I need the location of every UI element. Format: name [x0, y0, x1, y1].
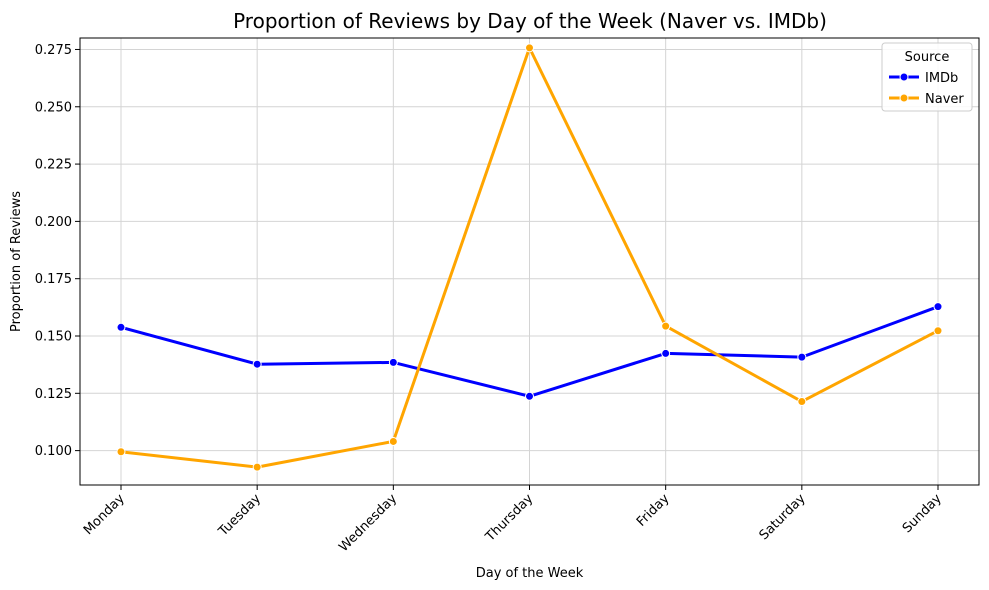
data-point-naver [388, 436, 398, 446]
legend: Source IMDb Naver [881, 42, 973, 112]
data-point-naver [797, 397, 807, 407]
y-axis-title: Proportion of Reviews [9, 191, 24, 332]
x-tick-label: Wednesday [336, 491, 400, 555]
x-tick-label: Monday [81, 491, 128, 538]
legend-title: Source [905, 50, 950, 65]
x-tick-label: Friday [634, 491, 673, 530]
data-point-imdb [388, 357, 398, 367]
y-tick-label: 0.125 [35, 387, 72, 402]
x-axis: Monday Tuesday Wednesday Thursday Friday Satu… [81, 485, 945, 555]
data-point-naver [116, 447, 126, 457]
data-point-imdb [661, 348, 671, 358]
x-tick-label: Tuesday [215, 491, 264, 540]
y-tick-label: 0.175 [35, 272, 72, 287]
y-tick-label: 0.250 [35, 100, 72, 115]
legend-marker-imdb [899, 72, 909, 82]
y-tick-label: 0.225 [35, 158, 72, 173]
x-tick-label: Saturday [757, 491, 809, 543]
chart-title: Proportion of Reviews by Day of the Week… [233, 9, 827, 33]
legend-label-naver: Naver [925, 92, 964, 107]
y-tick-label: 0.100 [35, 444, 72, 459]
data-point-imdb [252, 359, 262, 369]
data-point-imdb [525, 391, 534, 401]
y-tick-label: 0.275 [35, 43, 72, 58]
data-point-naver [661, 321, 671, 331]
grid [80, 38, 979, 485]
data-point-imdb [933, 302, 943, 312]
legend-marker-naver [899, 93, 909, 103]
legend-label-imdb: IMDb [925, 71, 958, 86]
data-point-naver [252, 462, 262, 472]
x-tick-label: Sunday [900, 491, 945, 536]
y-tick-label: 0.150 [35, 330, 72, 345]
data-point-naver [525, 43, 534, 53]
x-tick-label: Thursday [482, 491, 536, 545]
data-point-imdb [797, 352, 807, 362]
series-group [116, 43, 943, 472]
data-point-naver [933, 326, 943, 336]
x-axis-title: Day of the Week [476, 566, 584, 581]
data-point-imdb [116, 322, 126, 332]
y-tick-label: 0.200 [35, 215, 72, 230]
y-axis: 0.100 0.125 0.150 0.175 0.200 0.225 0.250 0.275 [35, 43, 80, 459]
